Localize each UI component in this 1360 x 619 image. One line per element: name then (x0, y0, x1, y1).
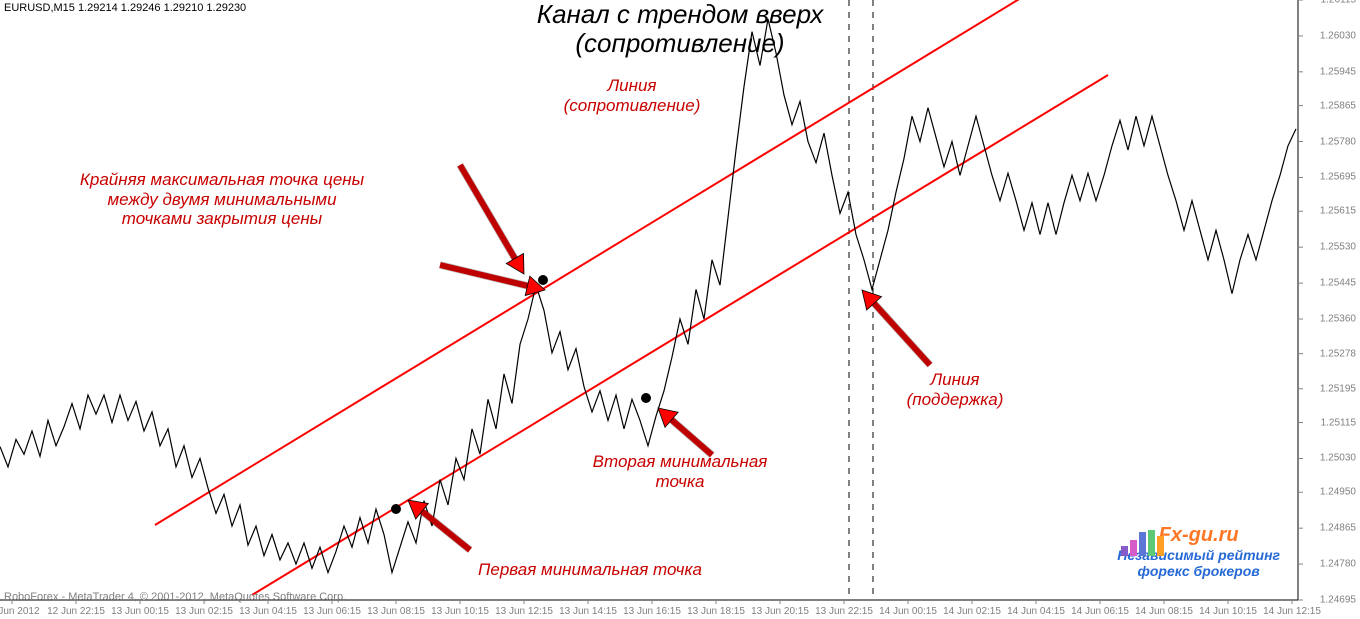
copyright-text: RoboForex - MetaTrader 4, © 2001-2012, M… (4, 591, 346, 603)
x-tick-label: 13 Jun 16:15 (623, 606, 681, 617)
y-tick-label: 1.25360 (1320, 314, 1356, 325)
y-tick-label: 1.25615 (1320, 206, 1356, 217)
max-point-label: Крайняя максимальная точка ценымежду дву… (80, 170, 364, 229)
x-tick-label: 13 Jun 06:15 (303, 606, 361, 617)
y-tick-label: 1.25695 (1320, 172, 1356, 183)
first-min-label: Первая минимальная точка (478, 560, 702, 580)
x-tick-label: 13 Jun 02:15 (175, 606, 233, 617)
watermark: Fx-gu.ru Независимый рейтинг форекс брок… (1117, 524, 1280, 579)
x-tick-label: 13 Jun 18:15 (687, 606, 745, 617)
y-tick-label: 1.26115 (1321, 0, 1356, 6)
y-tick-label: 1.25530 (1320, 242, 1356, 253)
y-tick-label: 1.24695 (1320, 595, 1356, 606)
title-line-2: (сопротивление) (537, 29, 823, 58)
title-line-1: Канал с трендом вверх (537, 0, 823, 29)
x-tick-label: 14 Jun 10:15 (1199, 606, 1257, 617)
x-tick-label: 14 Jun 04:15 (1007, 606, 1065, 617)
y-tick-label: 1.24780 (1320, 559, 1356, 570)
second-min-label: Вторая минимальнаяточка (593, 452, 768, 491)
x-tick-label: 13 Jun 20:15 (751, 606, 809, 617)
x-tick-label: 13 Jun 12:15 (495, 606, 553, 617)
x-tick-label: 14 Jun 06:15 (1071, 606, 1129, 617)
x-tick-label: 13 Jun 08:15 (367, 606, 425, 617)
watermark-sub-2: форекс брокеров (1117, 563, 1280, 579)
y-tick-label: 1.25278 (1320, 348, 1356, 359)
y-tick-label: 1.24865 (1320, 523, 1356, 534)
y-tick-label: 1.26030 (1320, 30, 1356, 41)
support-line-label: Линия(поддержка) (907, 370, 1004, 409)
y-tick-label: 1.25945 (1320, 66, 1356, 77)
x-tick-label: 12 Jun 2012 (0, 606, 40, 617)
x-tick-label: 13 Jun 04:15 (239, 606, 297, 617)
x-tick-label: 13 Jun 00:15 (111, 606, 169, 617)
x-tick-label: 14 Jun 02:15 (943, 606, 1001, 617)
y-tick-label: 1.25780 (1320, 136, 1356, 147)
x-tick-label: 13 Jun 10:15 (431, 606, 489, 617)
y-tick-label: 1.25115 (1321, 417, 1356, 428)
x-tick-label: 12 Jun 22:15 (47, 606, 105, 617)
watermark-bars-icon (1117, 524, 1177, 560)
x-tick-label: 13 Jun 14:15 (559, 606, 617, 617)
x-tick-label: 14 Jun 12:15 (1263, 606, 1321, 617)
chart-title: Канал с трендом вверх (сопротивление) (537, 0, 823, 57)
y-tick-label: 1.25445 (1320, 278, 1356, 289)
x-tick-label: 13 Jun 22:15 (815, 606, 873, 617)
y-tick-label: 1.25865 (1320, 100, 1356, 111)
x-tick-label: 14 Jun 00:15 (879, 606, 937, 617)
y-tick-label: 1.25030 (1320, 453, 1356, 464)
x-tick-label: 14 Jun 08:15 (1135, 606, 1193, 617)
y-tick-label: 1.24950 (1320, 487, 1356, 498)
symbol-header: EURUSD,M15 1.29214 1.29246 1.29210 1.292… (4, 2, 246, 14)
chart-container: EURUSD,M15 1.29214 1.29246 1.29210 1.292… (0, 0, 1360, 619)
y-tick-label: 1.25195 (1320, 383, 1356, 394)
resistance-line-label: Линия(сопротивление) (564, 76, 701, 115)
